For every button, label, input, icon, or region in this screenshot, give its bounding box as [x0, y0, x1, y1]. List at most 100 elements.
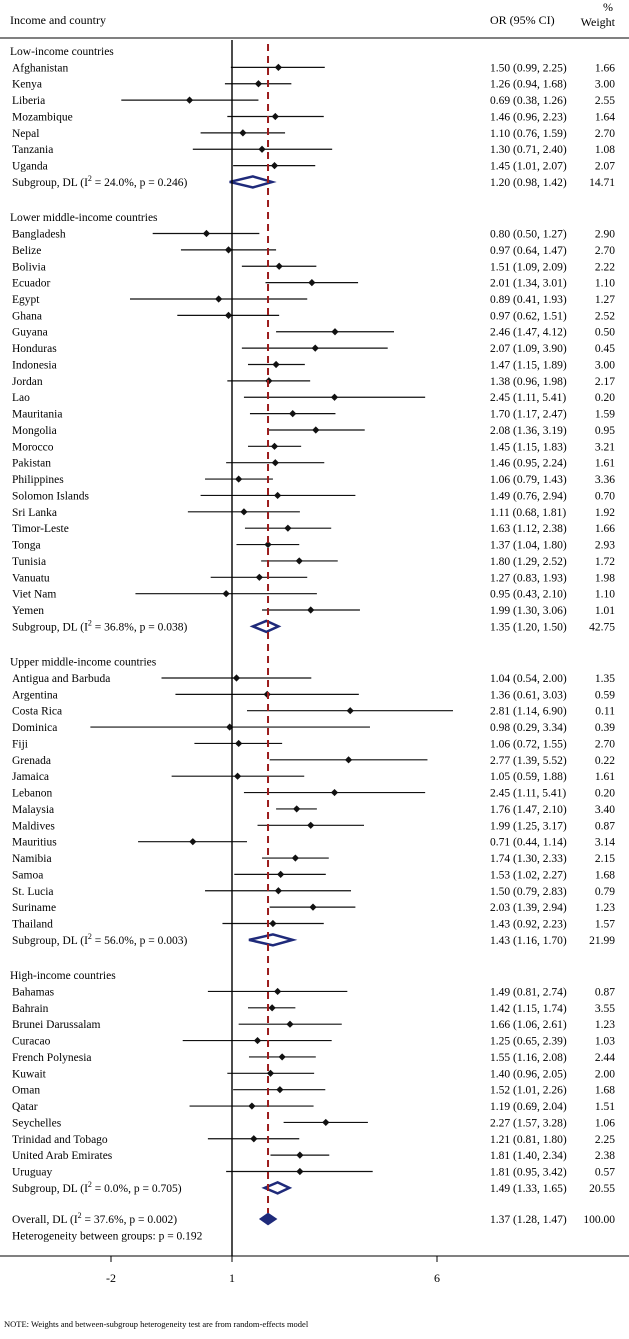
study-point: [312, 426, 320, 434]
study-point: [248, 1102, 256, 1110]
study-or-ci: 1.21 (0.81, 1.80): [490, 1134, 567, 1146]
study-weight: 2.52: [595, 310, 615, 322]
study-or-ci: 1.19 (0.69, 2.04): [490, 1101, 567, 1113]
study-or-ci: 1.10 (0.76, 1.59): [490, 128, 567, 140]
subgroup-or-ci: 1.35 (1.20, 1.50): [490, 621, 567, 633]
study-point: [330, 393, 339, 401]
study-point: [274, 63, 282, 71]
study-point: [189, 838, 197, 846]
study-point: [233, 772, 242, 780]
overall-or-ci: 1.37 (1.28, 1.47): [490, 1214, 567, 1226]
study-label: Seychelles: [12, 1117, 62, 1129]
study-weight: 2.00: [595, 1068, 615, 1080]
study-or-ci: 1.81 (0.95, 3.42): [490, 1167, 567, 1179]
study-or-ci: 0.97 (0.62, 1.51): [490, 310, 567, 322]
study-point: [289, 409, 297, 418]
study-label: Nepal: [12, 128, 39, 140]
header-label: Income and country: [10, 13, 106, 27]
study-point: [268, 1004, 276, 1012]
study-label: Curacao: [12, 1036, 51, 1048]
study-or-ci: 0.95 (0.43, 2.10): [490, 589, 567, 601]
study-label: Samoa: [12, 869, 43, 881]
study-weight: 1.01: [595, 605, 615, 617]
subgroup-diamond: [229, 175, 277, 189]
study-label: Bolivia: [12, 261, 46, 273]
study-point: [272, 360, 280, 369]
study-weight: 1.66: [595, 523, 615, 535]
study-point: [270, 442, 279, 450]
study-weight: 0.87: [595, 820, 615, 832]
group-title: Upper middle-income countries: [10, 657, 157, 669]
header-or-ci: OR (95% CI): [490, 13, 555, 27]
study-label: Qatar: [12, 1101, 38, 1113]
subgroup-weight: 21.99: [589, 935, 615, 947]
study-label: Bahamas: [12, 986, 55, 998]
study-or-ci: 1.42 (1.15, 1.74): [490, 1003, 567, 1015]
study-label: Vanuatu: [12, 572, 50, 584]
subgroup-or-ci: 1.49 (1.33, 1.65): [490, 1183, 567, 1195]
study-label: Brunei Darussalam: [12, 1019, 101, 1031]
study-label: Mongolia: [12, 425, 57, 437]
study-weight: 0.45: [595, 343, 615, 355]
study-weight: 3.00: [595, 359, 615, 371]
study-label: Jamaica: [12, 771, 49, 783]
study-weight: 2.70: [595, 128, 615, 140]
study-or-ci: 1.74 (1.30, 2.33): [490, 853, 567, 865]
study-label: Maldives: [12, 820, 55, 832]
study-point: [224, 246, 233, 254]
study-point: [253, 1036, 262, 1045]
study-label: Afghanistan: [12, 62, 68, 74]
study-label: Malaysia: [12, 804, 54, 816]
study-label: Ghana: [12, 310, 42, 322]
study-label: Pakistan: [12, 458, 51, 470]
study-weight: 1.51: [595, 1101, 615, 1113]
study-point: [275, 262, 283, 270]
study-point: [344, 756, 353, 764]
study-label: Timor-Leste: [12, 523, 69, 535]
study-weight: 1.66: [595, 62, 615, 74]
study-label: Kenya: [12, 79, 42, 91]
study-weight: 2.44: [595, 1052, 615, 1064]
study-point: [284, 524, 292, 532]
study-or-ci: 2.45 (1.11, 5.41): [490, 788, 566, 800]
study-or-ci: 1.66 (1.06, 2.61): [490, 1019, 567, 1031]
study-label: Indonesia: [12, 359, 57, 371]
study-weight: 1.23: [595, 902, 615, 914]
study-point: [311, 344, 319, 352]
study-point: [274, 491, 282, 500]
study-label: Mozambique: [12, 111, 73, 123]
study-point: [258, 145, 266, 153]
study-label: Grenada: [12, 755, 51, 767]
subgroup-label: Subgroup, DL (I2 = 24.0%, p = 0.246): [12, 174, 187, 189]
study-point: [239, 129, 247, 137]
study-or-ci: 2.46 (1.47, 4.12): [490, 327, 567, 339]
study-label: Tunisia: [12, 556, 46, 568]
study-label: Mauritania: [12, 409, 62, 421]
study-or-ci: 1.04 (0.54, 2.00): [490, 673, 567, 685]
study-or-ci: 1.26 (0.94, 1.68): [490, 79, 567, 91]
study-or-ci: 0.97 (0.64, 1.47): [490, 245, 567, 257]
x-tick-label: -2: [106, 1271, 116, 1285]
study-point: [266, 1069, 275, 1077]
study-or-ci: 0.80 (0.50, 1.27): [490, 229, 567, 241]
study-or-ci: 1.06 (0.72, 1.55): [490, 738, 567, 750]
subgroup-or-ci: 1.43 (1.16, 1.70): [490, 935, 567, 947]
study-weight: 0.79: [595, 886, 615, 898]
study-or-ci: 1.40 (0.96, 2.05): [490, 1068, 567, 1080]
study-point: [309, 903, 317, 911]
study-weight: 2.17: [595, 376, 615, 388]
study-weight: 2.15: [595, 853, 615, 865]
header-percent: %: [603, 0, 613, 14]
study-weight: 2.93: [595, 540, 615, 552]
study-point: [346, 707, 354, 715]
study-point: [291, 854, 299, 862]
study-point: [308, 279, 316, 287]
footnote: NOTE: Weights and between-subgroup heter…: [4, 1319, 309, 1329]
study-weight: 0.20: [595, 788, 615, 800]
study-label: Lebanon: [12, 788, 52, 800]
study-weight: 0.70: [595, 490, 615, 502]
x-tick-label: 1: [229, 1271, 235, 1285]
study-weight: 1.68: [595, 1085, 615, 1097]
study-point: [277, 870, 285, 879]
subgroup-diamond: [261, 1181, 293, 1195]
